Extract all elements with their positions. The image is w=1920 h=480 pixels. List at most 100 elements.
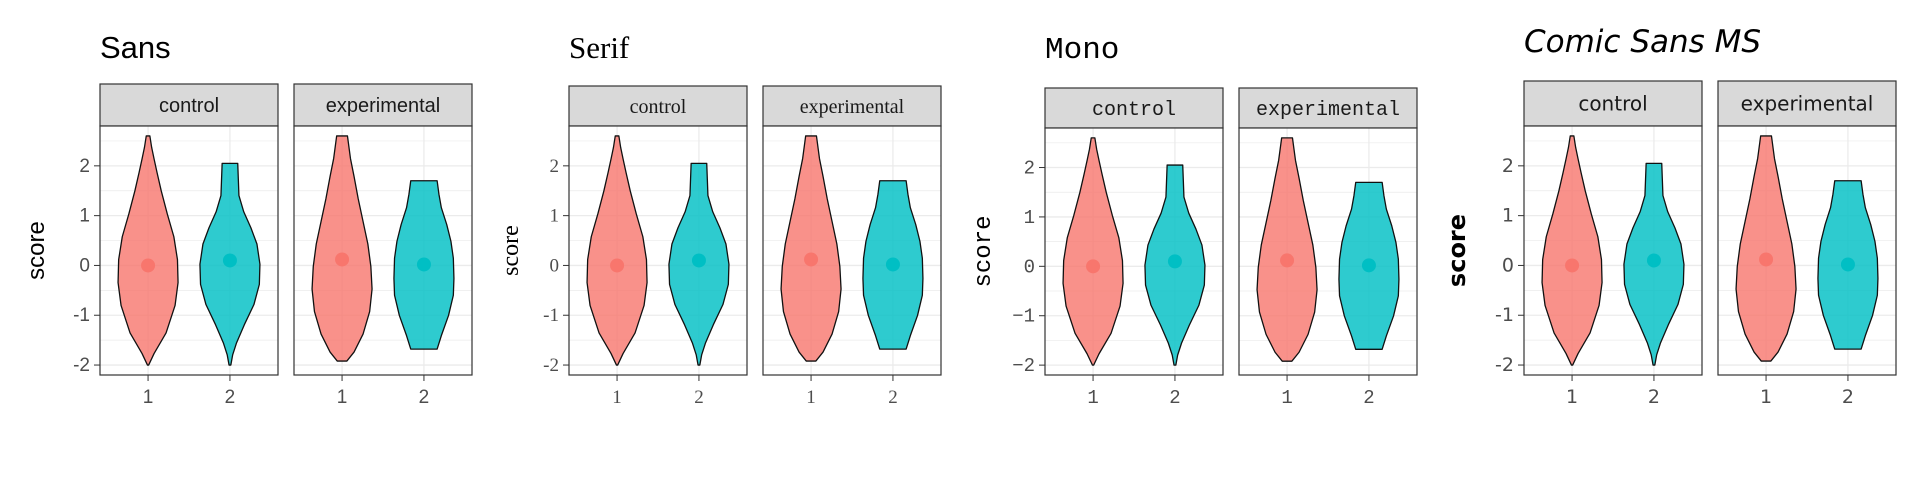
y-axis-label: score bbox=[1443, 214, 1471, 287]
violin-experimental-1 bbox=[311, 135, 373, 362]
panel-border bbox=[1238, 127, 1418, 376]
panel-border bbox=[1717, 125, 1897, 376]
facet-experimental: experimental 1 2 bbox=[762, 85, 942, 408]
mean-point-experimental-1 bbox=[1759, 252, 1774, 267]
y-tick-label: -2 bbox=[73, 355, 90, 376]
facet-strip-label: experimental bbox=[1741, 92, 1874, 116]
mean-point-control-1 bbox=[141, 258, 156, 273]
mean-point-experimental-2 bbox=[1840, 257, 1855, 272]
x-tick-label: 2 bbox=[888, 387, 898, 408]
facet-strip bbox=[99, 83, 279, 127]
violin-experimental-1 bbox=[1735, 135, 1797, 362]
y-tick-label: −2 bbox=[1012, 355, 1035, 377]
facet-control: control 1 2 bbox=[99, 83, 279, 408]
y-tick-label: -2 bbox=[1495, 354, 1514, 376]
x-tick-label: 2 bbox=[225, 387, 236, 408]
y-tick-label: -1 bbox=[1495, 304, 1514, 326]
panel-border bbox=[293, 125, 473, 376]
facet-strip bbox=[1523, 80, 1703, 127]
facet-strip bbox=[1717, 80, 1897, 127]
violin-experimental-1 bbox=[780, 135, 842, 362]
x-tick-label: 1 bbox=[143, 387, 154, 408]
x-tick-label: 1 bbox=[1760, 386, 1772, 408]
facet-strip bbox=[1238, 87, 1418, 129]
y-tick-label: 2 bbox=[79, 156, 90, 177]
y-axis-label: score bbox=[23, 221, 50, 280]
x-tick-label: 2 bbox=[1648, 386, 1660, 408]
x-tick-label: 1 bbox=[337, 387, 348, 408]
violin-control-1 bbox=[1062, 137, 1124, 366]
y-axis-label: score bbox=[971, 215, 998, 287]
facet-control: control 1 2 bbox=[1523, 80, 1703, 408]
x-tick-label: 1 bbox=[1566, 386, 1578, 408]
y-tick-label: 1 bbox=[550, 206, 560, 227]
chart-2: Mono score −2 −1 0 1 2 control 1 2 experimental 1 2 bbox=[971, 33, 1418, 409]
facet-strip bbox=[1044, 87, 1224, 129]
y-tick-label: 0 bbox=[1502, 254, 1514, 276]
x-tick-label: 1 bbox=[1281, 387, 1292, 409]
panel-border bbox=[1044, 127, 1224, 376]
y-tick-label: 1 bbox=[1502, 205, 1514, 227]
y-tick-label: -2 bbox=[543, 355, 559, 376]
violin-control-1 bbox=[586, 135, 648, 366]
y-tick-label: 0 bbox=[550, 255, 560, 276]
y-tick-label: 2 bbox=[550, 156, 560, 177]
y-tick-label: 1 bbox=[1024, 207, 1035, 229]
mean-point-control-1 bbox=[1565, 258, 1580, 273]
chart-title: Serif bbox=[569, 30, 630, 65]
facet-experimental: experimental 1 2 bbox=[293, 83, 473, 408]
facet-strip-label: control bbox=[630, 96, 687, 118]
violin-experimental-1 bbox=[1256, 137, 1318, 362]
mean-point-experimental-2 bbox=[1361, 258, 1376, 273]
mean-point-control-1 bbox=[1086, 259, 1101, 274]
panel-border bbox=[762, 125, 942, 376]
chart-title: Mono bbox=[1045, 33, 1119, 68]
mean-point-experimental-1 bbox=[1280, 253, 1295, 268]
panel-border bbox=[1523, 125, 1703, 376]
x-tick-label: 1 bbox=[1087, 387, 1098, 409]
y-tick-label: 0 bbox=[79, 255, 90, 276]
y-tick-label: 1 bbox=[79, 206, 90, 227]
mean-point-experimental-2 bbox=[416, 257, 431, 272]
x-tick-label: 1 bbox=[806, 387, 816, 408]
chart-0: Sans score -2 -1 0 1 2 control 1 2 experimental 1 2 bbox=[23, 30, 473, 408]
mean-point-control-2 bbox=[691, 253, 706, 268]
mean-point-control-2 bbox=[222, 253, 237, 268]
x-tick-label: 2 bbox=[1842, 386, 1854, 408]
chart-1: Serif score -2 -1 0 1 2 control 1 2 experimental 1 2 bbox=[498, 30, 942, 408]
violin-control-1 bbox=[117, 135, 179, 366]
x-tick-label: 2 bbox=[419, 387, 430, 408]
x-tick-label: 2 bbox=[1169, 387, 1180, 409]
y-tick-label: 2 bbox=[1502, 155, 1514, 177]
x-tick-label: 1 bbox=[612, 387, 622, 408]
y-tick-label: -1 bbox=[543, 305, 559, 326]
chart-title: Sans bbox=[100, 30, 171, 65]
x-tick-label: 2 bbox=[694, 387, 704, 408]
panel-border bbox=[568, 125, 748, 376]
mean-point-control-2 bbox=[1646, 253, 1661, 268]
mean-point-control-1 bbox=[610, 258, 625, 273]
mean-point-experimental-1 bbox=[335, 252, 350, 267]
x-tick-label: 2 bbox=[1363, 387, 1374, 409]
y-tick-label: 0 bbox=[1024, 256, 1035, 278]
y-tick-label: −1 bbox=[1012, 306, 1035, 328]
violin-control-1 bbox=[1541, 135, 1603, 366]
chart-title: Comic Sans MS bbox=[1524, 24, 1761, 60]
facet-strip-label: experimental bbox=[1256, 99, 1400, 122]
mean-point-control-2 bbox=[1167, 254, 1182, 269]
panel-border bbox=[99, 125, 279, 376]
mean-point-experimental-2 bbox=[885, 257, 900, 272]
y-tick-label: -1 bbox=[73, 305, 90, 326]
facet-experimental: experimental 1 2 bbox=[1717, 80, 1897, 408]
facet-strip-label: control bbox=[1092, 99, 1176, 122]
facet-strip-label: experimental bbox=[326, 95, 441, 117]
facet-strip bbox=[293, 83, 473, 127]
facet-control: control 1 2 bbox=[1044, 87, 1224, 409]
y-tick-label: 2 bbox=[1024, 158, 1035, 180]
mean-point-experimental-1 bbox=[804, 252, 819, 267]
facet-experimental: experimental 1 2 bbox=[1238, 87, 1418, 409]
facet-control: control 1 2 bbox=[568, 85, 748, 408]
facet-strip-label: experimental bbox=[800, 96, 905, 118]
